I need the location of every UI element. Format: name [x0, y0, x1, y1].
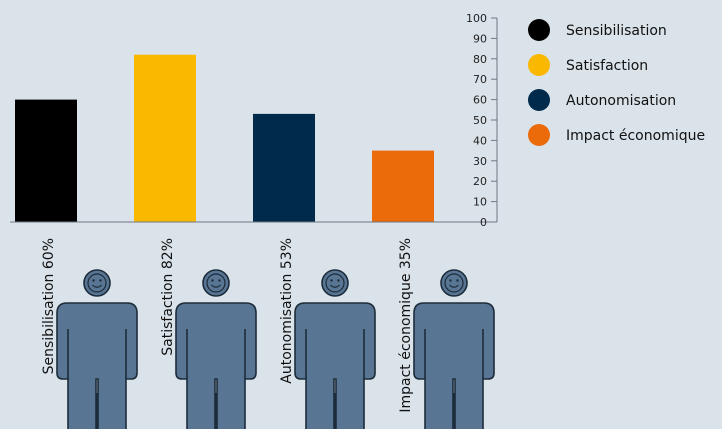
- smiling-person-icon: [175, 269, 257, 429]
- y-tick-label: 70: [473, 73, 487, 86]
- y-tick-label: 100: [466, 12, 487, 25]
- y-tick-label: 10: [473, 196, 487, 209]
- y-tick-label: 90: [473, 32, 487, 45]
- y-tick-label: 80: [473, 53, 487, 66]
- smiling-person-icon: [413, 269, 495, 429]
- smiling-person-icon: [294, 269, 376, 429]
- y-tick-label: 50: [473, 114, 487, 127]
- legend-swatch: [528, 89, 550, 111]
- y-tick-label: 40: [473, 134, 487, 147]
- y-tick-label: 0: [480, 216, 487, 229]
- bar-1: [134, 54, 196, 222]
- legend-swatch: [528, 54, 550, 76]
- y-tick-label: 60: [473, 94, 487, 107]
- bar-2: [253, 113, 315, 222]
- bar-3: [372, 150, 434, 222]
- legend-label: Autonomisation: [566, 93, 676, 109]
- bar-0: [15, 99, 77, 222]
- legend-swatch: [528, 19, 550, 41]
- legend-label: Sensibilisation: [566, 23, 667, 39]
- category-label: Satisfaction 82%: [160, 238, 176, 356]
- category-label: Impact économique 35%: [398, 238, 414, 413]
- legend-label: Satisfaction: [566, 58, 648, 74]
- legend-label: Impact économique: [566, 128, 705, 144]
- category-label: Sensibilisation 60%: [41, 238, 57, 374]
- y-tick-label: 30: [473, 155, 487, 168]
- category-label: Autonomisation 53%: [279, 238, 295, 384]
- y-tick-label: 20: [473, 175, 487, 188]
- legend-swatch: [528, 124, 550, 146]
- smiling-person-icon: [56, 269, 138, 429]
